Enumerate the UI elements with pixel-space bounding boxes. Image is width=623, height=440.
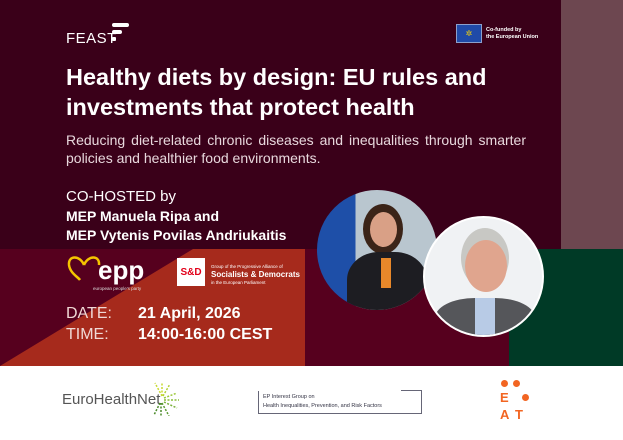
feast-logo-mark-icon	[112, 23, 129, 41]
epp-wordmark: epp	[98, 255, 145, 285]
host-2-photo	[423, 216, 544, 337]
time-label: TIME:	[66, 326, 109, 343]
sd-line2: Socialists & Democrats	[211, 270, 300, 279]
eu-text-line2: the European Union	[486, 33, 539, 40]
ig-line1: EP Interest Group on	[263, 394, 315, 400]
eu-flag-icon: ✲	[456, 24, 482, 43]
event-subtitle: Reducing diet-related chronic diseases a…	[66, 132, 526, 166]
host-1: MEP Manuela Ripa and	[66, 208, 219, 224]
sd-logo-text: Group of the Progressive Alliance of Soc…	[211, 264, 300, 286]
sd-logo-mark: S&D	[177, 258, 205, 286]
feast-logo: FEAST	[66, 30, 117, 47]
sd-line3: in the European Parliament	[211, 280, 266, 285]
eu-text-line1: Co-funded by	[486, 26, 522, 33]
eurohealthnet-logo: EuroHealthNet	[62, 391, 161, 408]
footer	[0, 366, 623, 440]
date-value: 21 April, 2026	[138, 305, 241, 322]
event-title: Healthy diets by design: EU rules and in…	[66, 64, 487, 120]
ig-line2: Health Inequalities, Prevention, and Ris…	[263, 403, 382, 409]
eat-logo: E A T	[500, 380, 530, 422]
host-1-photo	[317, 190, 437, 310]
time-value: 14:00-16:00 CEST	[138, 326, 273, 343]
date-label: DATE:	[66, 305, 112, 322]
eurohealthnet-burst-icon	[153, 382, 179, 416]
host-2: MEP Vytenis Povilas Andriukaitis	[66, 227, 287, 243]
ep-interest-group-logo: EP Interest Group on Health Inequalities…	[258, 390, 422, 414]
epp-heart-icon	[67, 256, 101, 281]
eat-a: A	[500, 407, 510, 422]
cohosted-label: CO-HOSTED by	[66, 188, 177, 205]
eat-e: E	[500, 390, 509, 405]
eat-t: T	[515, 407, 523, 422]
eu-cofunded-badge: ✲ Co-funded by the European Union	[456, 24, 538, 43]
epp-tagline: european people's party	[93, 286, 142, 291]
mauve-block	[561, 0, 623, 249]
epp-logo: epp	[66, 253, 144, 283]
sd-line1: Group of the Progressive Alliance of	[211, 264, 283, 269]
